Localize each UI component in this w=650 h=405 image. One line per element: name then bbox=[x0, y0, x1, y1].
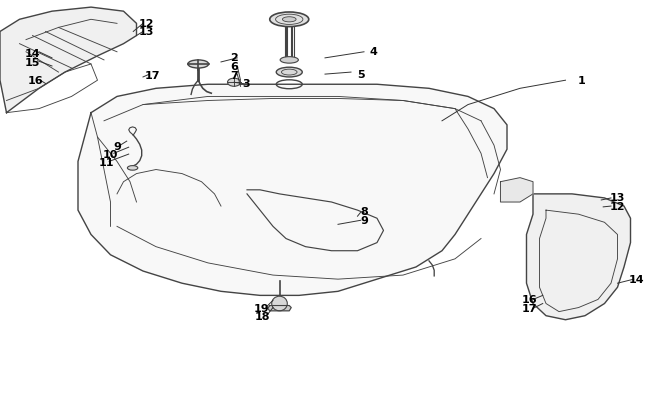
Text: 2: 2 bbox=[230, 53, 238, 62]
Polygon shape bbox=[526, 194, 630, 320]
Ellipse shape bbox=[276, 68, 302, 78]
Ellipse shape bbox=[282, 18, 296, 23]
Text: 12: 12 bbox=[610, 202, 625, 211]
Text: 6: 6 bbox=[230, 62, 238, 71]
Polygon shape bbox=[78, 85, 507, 296]
Polygon shape bbox=[268, 306, 291, 311]
Ellipse shape bbox=[188, 61, 209, 69]
Ellipse shape bbox=[280, 58, 298, 64]
Text: 14: 14 bbox=[25, 49, 40, 58]
Text: 16: 16 bbox=[522, 295, 538, 305]
Text: 9: 9 bbox=[360, 215, 368, 225]
Text: 18: 18 bbox=[254, 312, 270, 322]
Text: 17: 17 bbox=[522, 304, 538, 313]
Text: 13: 13 bbox=[610, 193, 625, 202]
Text: 15: 15 bbox=[25, 58, 40, 67]
Text: 7: 7 bbox=[230, 70, 238, 80]
Text: 8: 8 bbox=[360, 207, 368, 216]
Text: 13: 13 bbox=[138, 28, 154, 37]
Text: 9: 9 bbox=[113, 142, 121, 151]
Text: 10: 10 bbox=[103, 150, 118, 160]
Polygon shape bbox=[0, 8, 136, 113]
Text: 19: 19 bbox=[254, 303, 270, 313]
Ellipse shape bbox=[270, 13, 309, 28]
Ellipse shape bbox=[272, 296, 287, 311]
Text: 1: 1 bbox=[578, 76, 586, 86]
Text: 3: 3 bbox=[242, 79, 250, 89]
Polygon shape bbox=[500, 178, 533, 202]
Text: 17: 17 bbox=[145, 70, 161, 80]
Text: 4: 4 bbox=[370, 47, 378, 57]
Text: 16: 16 bbox=[28, 76, 44, 86]
Text: 12: 12 bbox=[138, 19, 154, 28]
Ellipse shape bbox=[227, 79, 240, 87]
Text: 5: 5 bbox=[357, 70, 365, 80]
Text: 11: 11 bbox=[98, 158, 114, 168]
Text: 14: 14 bbox=[629, 275, 645, 284]
Ellipse shape bbox=[127, 166, 138, 171]
